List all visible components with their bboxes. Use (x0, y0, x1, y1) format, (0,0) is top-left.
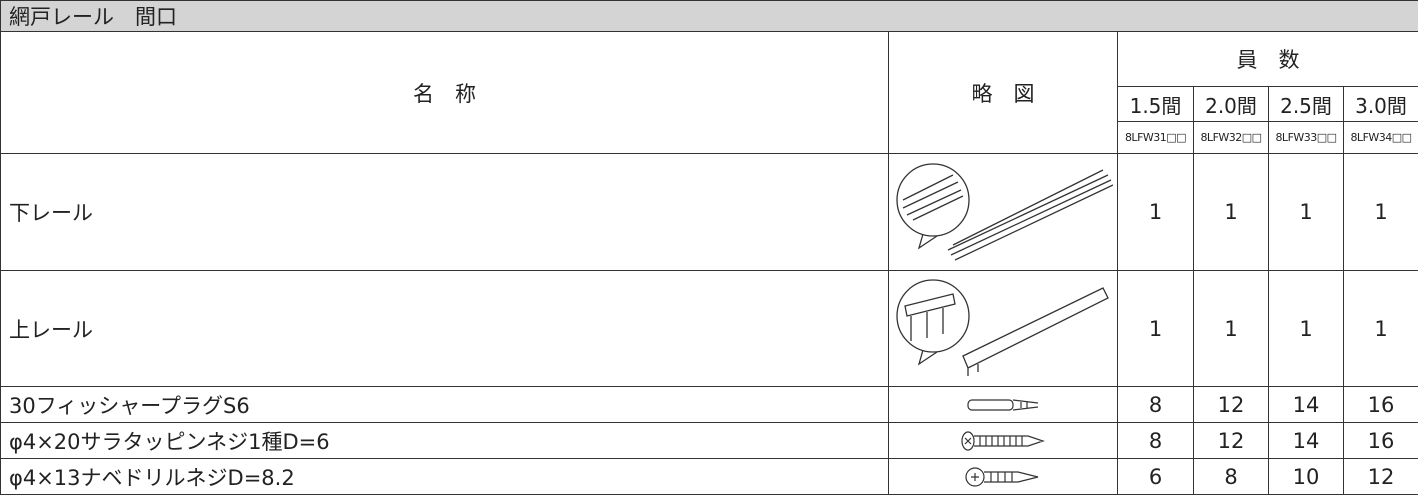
diagram (888, 422, 1118, 459)
diagram (888, 386, 1118, 423)
count: 6 (1117, 458, 1194, 495)
header-row: 名 称 略 図 員 数 (0, 31, 1418, 154)
model: 8LFW32□□ (1193, 121, 1269, 154)
model-row: 8LFW31□□ 8LFW32□□ 8LFW33□□ 8LFW34□□ (1, 121, 1418, 154)
count: 16 (1343, 422, 1418, 459)
part-name: φ4×20サラタッピンネジ1種D=6 (0, 422, 889, 459)
count: 16 (1343, 386, 1418, 423)
row: 下レール 1 1 1 1 (0, 153, 1418, 271)
count: 8 (1117, 386, 1194, 423)
model: 8LFW31□□ (1117, 121, 1194, 154)
count: 1 (1193, 153, 1269, 271)
count: 14 (1268, 422, 1344, 459)
row: φ4×13ナベドリルネジD=8.2 6 8 10 12 (0, 458, 1418, 495)
part-name: φ4×13ナベドリルネジD=8.2 (0, 458, 889, 495)
model: 8LFW34□□ (1343, 121, 1418, 154)
diagram (888, 270, 1118, 387)
plug-icon (967, 398, 1039, 411)
count: 12 (1343, 458, 1418, 495)
size: 1.5間 (1117, 86, 1194, 122)
count: 1 (1117, 270, 1194, 387)
count: 1 (1117, 153, 1194, 271)
drill-screw-icon (965, 466, 1039, 487)
count: 1 (1193, 270, 1269, 387)
part-name: 下レール (0, 153, 889, 271)
name-header: 名 称 (0, 31, 889, 154)
size: 3.0間 (1343, 86, 1418, 122)
count: 1 (1343, 153, 1418, 271)
count: 12 (1193, 386, 1269, 423)
count: 8 (1193, 458, 1269, 495)
part-name: 上レール (0, 270, 889, 387)
model: 8LFW33□□ (1268, 121, 1344, 154)
diagram (888, 458, 1118, 495)
count: 10 (1268, 458, 1344, 495)
title-row: 網戸レール 間口 (0, 0, 1418, 32)
screw-icon (961, 430, 1045, 451)
table-title: 網戸レール 間口 (0, 0, 1418, 32)
count: 1 (1343, 270, 1418, 387)
upper-rail-icon (896, 279, 1109, 376)
count: 1 (1268, 270, 1344, 387)
lower-rail-icon (896, 162, 1113, 261)
count: 8 (1117, 422, 1194, 459)
size: 2.0間 (1193, 86, 1269, 122)
size: 2.5間 (1268, 86, 1344, 122)
row: 30フィッシャープラグS6 8 12 14 16 (0, 386, 1418, 423)
count: 1 (1268, 153, 1344, 271)
count: 12 (1193, 422, 1269, 459)
row: φ4×20サラタッピンネジ1種D=6 8 12 14 16 (0, 422, 1418, 459)
diagram (888, 153, 1118, 271)
diagram-header: 略 図 (888, 31, 1118, 154)
part-name: 30フィッシャープラグS6 (0, 386, 889, 423)
row: 上レール 1 1 1 1 (0, 270, 1418, 387)
count: 14 (1268, 386, 1344, 423)
count-header: 員 数 (1117, 31, 1418, 87)
